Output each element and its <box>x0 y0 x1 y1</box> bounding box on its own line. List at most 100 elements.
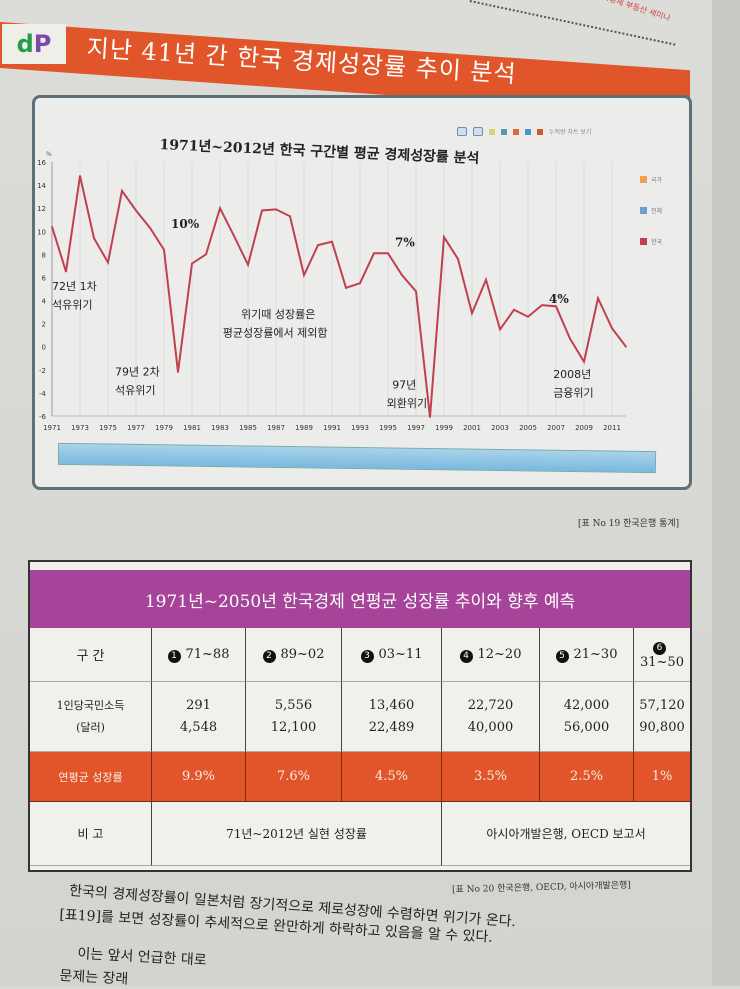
y-tick-label: 6 <box>42 274 47 282</box>
chart-annotation: 석유위기 <box>52 299 92 312</box>
x-tick-label: 2005 <box>519 424 537 432</box>
data-point <box>541 304 543 306</box>
data-point <box>471 312 473 315</box>
period-header: 4 12~20 <box>442 628 540 682</box>
line-chart-icon[interactable] <box>525 128 531 135</box>
x-tick-label: 2009 <box>575 424 593 432</box>
chart-annotation: 4% <box>549 292 569 306</box>
growth-table: 1971년~2050년 한국경제 연평균 성장률 추이와 향후 예측 구 간 1… <box>28 560 692 872</box>
growth-label: 연평균 성장률 <box>30 752 152 802</box>
data-point <box>429 416 431 418</box>
data-point <box>373 252 375 255</box>
growth-cell: 7.6% <box>246 752 342 802</box>
x-tick-label: 1983 <box>211 424 229 432</box>
growth-cell: 2.5% <box>540 752 634 802</box>
legend-item[interactable]: 전체 <box>640 206 662 215</box>
data-point <box>499 328 501 331</box>
period-header: 631~50 <box>634 628 690 682</box>
period-header: 2 89~02 <box>246 628 342 682</box>
chart-annotation: 10% <box>171 217 200 231</box>
data-point <box>513 308 515 311</box>
x-tick-label: 2003 <box>491 424 509 432</box>
x-tick-label: 1989 <box>295 424 313 432</box>
income-cell: 5,556 12,100 <box>246 682 342 752</box>
y-tick-label: 0 <box>42 344 46 352</box>
x-tick-label: 1997 <box>407 424 425 432</box>
period-label: 구 간 <box>30 628 152 682</box>
x-tick-label: 1991 <box>323 424 341 432</box>
x-tick-label: 1987 <box>267 424 285 432</box>
y-tick-label: -6 <box>39 413 47 421</box>
income-cell: 291 4,548 <box>152 682 246 752</box>
chart-source-caption: [표 No 19 한국은행 통계] <box>578 519 680 529</box>
area-chart-icon[interactable] <box>513 128 519 135</box>
image-icon[interactable] <box>473 127 483 136</box>
chart-annotation: 위기때 성장률은 <box>241 308 315 321</box>
data-point <box>65 270 67 273</box>
data-point <box>555 305 557 308</box>
data-point <box>191 262 193 265</box>
data-point <box>219 207 221 209</box>
data-point <box>317 244 319 246</box>
chart-annotation: 97년 <box>392 378 416 391</box>
data-point <box>583 360 585 363</box>
bar-chart-icon[interactable] <box>501 128 507 135</box>
paragraph-line: 문제는 장래 <box>59 967 129 988</box>
period-header: 5 21~30 <box>540 628 634 682</box>
data-point <box>485 278 487 281</box>
period-header: 1 71~88 <box>152 628 246 682</box>
data-point <box>93 237 95 239</box>
data-point <box>527 315 529 318</box>
chart-annotation: 72년 1차 <box>52 280 97 293</box>
data-point <box>177 371 179 373</box>
legend-item[interactable]: 국가 <box>640 175 662 184</box>
data-point <box>359 282 361 285</box>
data-point <box>261 209 263 212</box>
y-axis-label: % <box>46 151 52 158</box>
view-icon[interactable] <box>457 127 467 136</box>
toolbar-label[interactable]: 누적량 차트 보기 <box>549 129 592 136</box>
x-tick-label: 1973 <box>71 424 89 432</box>
table-title: 1971년~2050년 한국경제 연평균 성장률 추이와 향후 예측 <box>30 570 690 628</box>
data-point <box>569 337 571 340</box>
data-point <box>597 297 599 300</box>
data-point <box>275 208 277 211</box>
data-point <box>331 240 333 243</box>
growth-cell: 3.5% <box>442 752 540 802</box>
growth-cell: 1% <box>634 752 690 802</box>
growth-line-chart: 1971 1973 1975 1977 1979 1981 1983 1985 1987 1989… <box>37 151 627 432</box>
x-tick-label: 1995 <box>379 424 397 432</box>
x-tick-label: 2007 <box>547 424 565 432</box>
data-point <box>415 290 417 293</box>
x-tick-label: 1999 <box>435 424 453 432</box>
data-point <box>401 274 403 276</box>
income-cell: 57,120 90,800 <box>634 682 690 752</box>
data-point <box>611 327 613 330</box>
edit-icon[interactable] <box>489 128 495 135</box>
data-point <box>289 215 291 218</box>
x-tick-label: 2001 <box>463 424 481 432</box>
legend-item[interactable]: 한국 <box>640 237 662 246</box>
y-tick-label: -4 <box>39 390 47 398</box>
income-cell: 22,720 40,000 <box>442 682 540 752</box>
y-tick-label: 2 <box>42 321 46 329</box>
y-tick-label: 16 <box>37 159 46 167</box>
x-tick-label: 1979 <box>155 424 173 432</box>
chart-annotation: 외환위기 <box>387 397 427 410</box>
data-point <box>345 287 347 289</box>
data-point <box>625 345 627 348</box>
growth-cell: 9.9% <box>152 752 246 802</box>
income-cell: 42,000 56,000 <box>540 682 634 752</box>
chart-annotation: 79년 2차 <box>115 366 160 379</box>
x-tick-label: 1971 <box>43 424 61 432</box>
flag-icon[interactable] <box>537 128 543 135</box>
data-point <box>205 253 207 256</box>
note-forecast: 아시아개발은행, OECD 보고서 <box>442 802 690 866</box>
data-point <box>303 274 305 276</box>
x-tick-label: 1993 <box>351 424 369 432</box>
y-tick-label: 10 <box>37 228 46 236</box>
data-point <box>135 209 137 212</box>
x-tick-label: 1985 <box>239 424 257 432</box>
chart-annotation: 7% <box>395 235 415 249</box>
